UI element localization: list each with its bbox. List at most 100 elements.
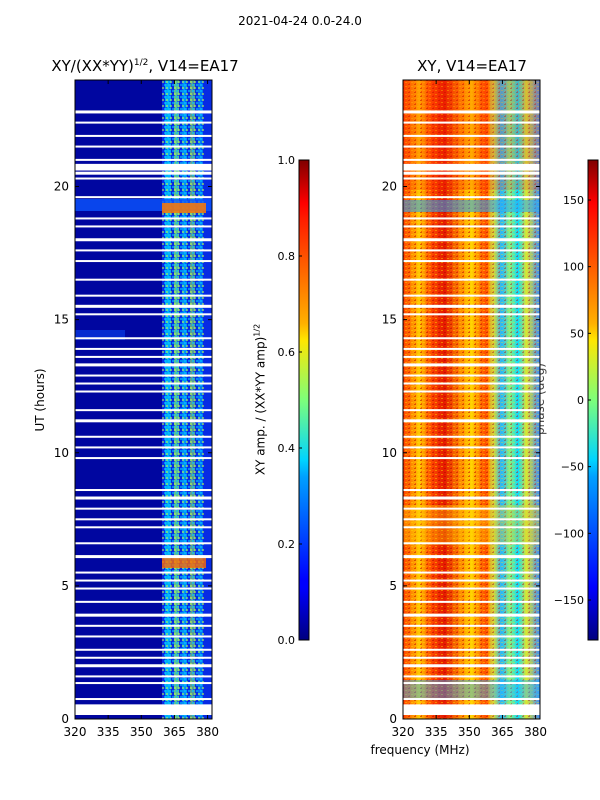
right-flag-gaps (403, 110, 540, 716)
left-flag-gap (75, 664, 212, 668)
right-flag-gap (403, 304, 540, 308)
left-flag-gap (75, 555, 212, 559)
colorbar-amplitude-ticks: 0.0 0.2 0.4 0.6 0.8 1.0 (278, 154, 302, 647)
right-flag-gap (403, 600, 540, 603)
colorbar-amplitude-tick-label: 0.0 (278, 634, 296, 647)
right-flag-gap (403, 158, 540, 161)
left-flag-gap (75, 635, 212, 638)
right-flag-gap (403, 260, 540, 263)
left-rfi-texture (162, 80, 204, 719)
left-flag-gap (75, 171, 212, 175)
right-flag-gap (403, 355, 540, 358)
left-flag-gap (75, 238, 212, 242)
right-mid-tint (403, 505, 540, 545)
left-event-1-core (162, 203, 206, 213)
colorbar-phase-tick-label: 50 (570, 327, 584, 340)
right-flag-gap (403, 313, 540, 316)
left-flag-gap (75, 435, 212, 438)
right-flag-gap (403, 542, 540, 545)
left-flag-gap (75, 579, 212, 582)
right-flag-gap (403, 446, 540, 449)
colorbar-amplitude-tick-label: 1.0 (278, 154, 296, 167)
left-flag-gap (75, 382, 212, 385)
left-axes-frame (74, 79, 213, 720)
left-flag-gap (75, 518, 212, 521)
left-flag-gap (75, 217, 212, 220)
right-flag-gap (403, 225, 540, 228)
right-flag-gap-wide (403, 163, 540, 171)
right-flag-gap (403, 196, 540, 199)
left-panel-title: XY/(XX*YY)1/2, V14=EA17 (40, 57, 250, 75)
right-flag-gap (403, 555, 540, 559)
right-xtick-label: 335 (425, 725, 448, 739)
right-flag-gap (403, 518, 540, 521)
left-xtick-label: 380 (196, 725, 219, 739)
right-xtick-label: 350 (458, 725, 481, 739)
right-panel-title: XY, V14=EA17 (417, 57, 527, 75)
right-flag-gap (403, 489, 540, 492)
right-flag-gap-wide (403, 704, 540, 716)
left-flag-gap (75, 489, 212, 492)
left-flag-gap (75, 121, 212, 124)
colorbar-phase-tick-label: −150 (554, 594, 584, 607)
right-ytick-label: 10 (382, 446, 397, 460)
right-flag-gap (403, 363, 540, 367)
right-ytick-label: 0 (389, 712, 397, 726)
left-flag-gap (75, 648, 212, 651)
left-flag-gap (75, 363, 212, 367)
right-flag-gap (403, 390, 540, 393)
left-flag-gap (75, 656, 212, 659)
right-flag-gap (403, 409, 540, 412)
right-flag-gap (403, 613, 540, 617)
left-flag-gap (75, 294, 212, 297)
left-title-suffix: , V14=EA17 (148, 57, 239, 75)
left-flag-gap (75, 571, 212, 574)
left-flag-gap (75, 278, 212, 281)
colorbar-amplitude-tick-label: 0.2 (278, 538, 296, 551)
right-flag-gap (403, 347, 540, 350)
right-flag-gap (403, 624, 540, 627)
right-xtick-label: 365 (491, 725, 514, 739)
right-flag-gap (403, 682, 540, 685)
right-flag-gap (403, 457, 540, 460)
right-flag-gap (403, 526, 540, 529)
right-flag-gap (403, 587, 540, 590)
right-flag-gap (403, 374, 540, 377)
left-flag-gap (75, 496, 212, 500)
right-flag-gap (403, 249, 540, 252)
right-flag-gap (403, 278, 540, 281)
right-ytick-label: 15 (382, 313, 397, 327)
left-xtick-label: 320 (64, 725, 87, 739)
right-flag-gap (403, 382, 540, 385)
right-flag-gap (403, 177, 540, 180)
right-axes-frame (402, 79, 541, 720)
left-flag-gap (75, 446, 212, 449)
left-flag-gap (75, 225, 212, 228)
right-xtick-label: 320 (392, 725, 415, 739)
left-xtick-label: 365 (163, 725, 186, 739)
right-xtick-label: 380 (524, 725, 547, 739)
left-flag-gap (75, 419, 212, 423)
right-axis-ticks: 320 335 350 365 380 0 5 10 15 20 (382, 80, 547, 739)
left-faint-band (75, 330, 125, 340)
left-xtick-label: 335 (97, 725, 120, 739)
right-rfi-tint (490, 80, 540, 719)
left-flag-gap-wide (75, 704, 212, 716)
left-flag-gap (75, 110, 212, 114)
right-flag-gap (403, 171, 540, 175)
left-flag-gap (75, 587, 212, 590)
left-ytick-label: 5 (61, 579, 69, 593)
left-flag-gap (75, 613, 212, 617)
left-flag-gap (75, 260, 212, 263)
right-flag-gap (403, 134, 540, 137)
colorbar-phase (588, 160, 598, 640)
left-flag-gap (75, 600, 212, 603)
left-flag-gap (75, 158, 212, 161)
left-ytick-label: 20 (54, 180, 69, 194)
figure-suptitle: 2021-04-24 0.0-24.0 (238, 14, 362, 28)
left-flag-gap (75, 682, 212, 685)
right-flag-gap (403, 145, 540, 148)
colorbar-phase-tick-label: −100 (554, 527, 584, 540)
left-flag-gap (75, 177, 212, 180)
